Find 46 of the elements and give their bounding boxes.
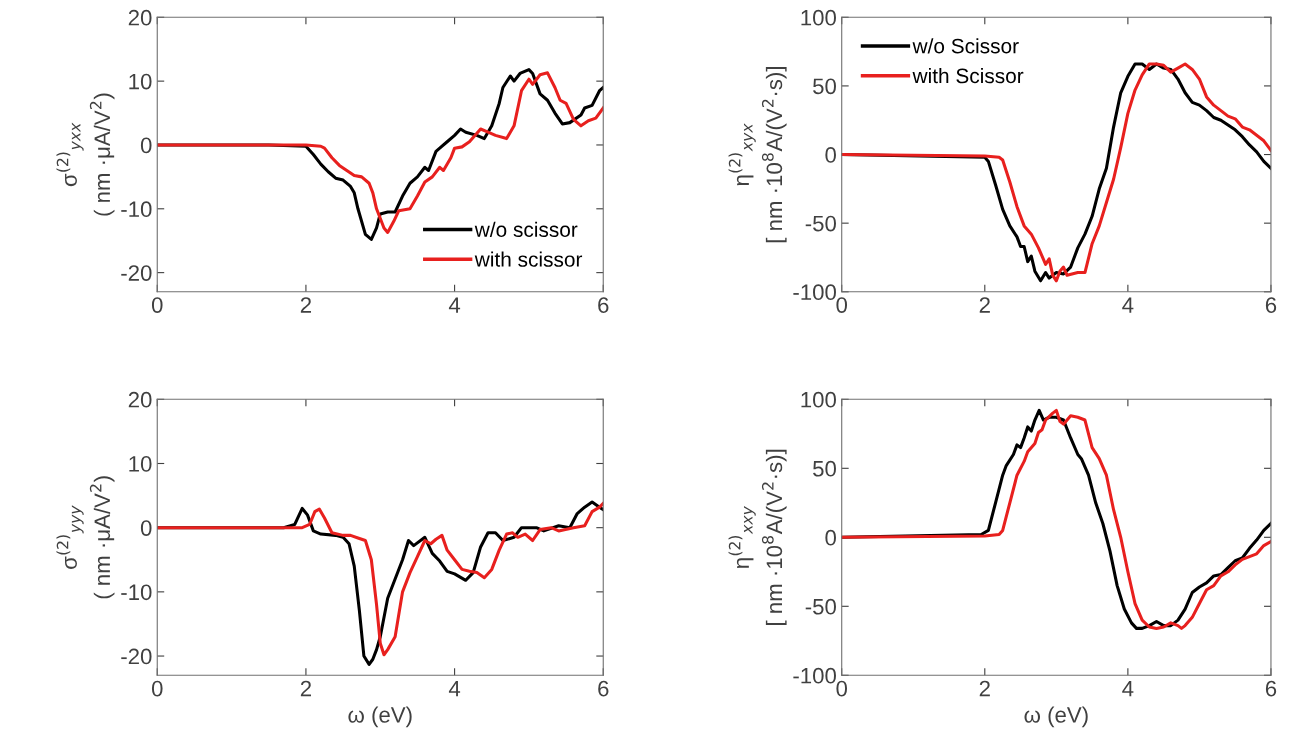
y-tick-label: 10 [129,73,152,90]
legend-label: w/o Scissor [912,38,1019,54]
x-tick-label: 2 [979,680,990,697]
y-tick-label: -50 [805,215,836,232]
y-axis-title: σ$^{(2)}$$_{yyy}$ ( nm ·μA/V$^{2}$) [56,476,115,599]
x-tick-label: 0 [151,680,163,697]
x-tick-label: 2 [300,680,311,697]
x-tick-label: 6 [598,297,609,313]
y-tick-label: -20 [121,265,152,281]
y-tick-label: -20 [121,648,152,665]
y-tick-label: 100 [801,9,836,26]
x-tick-label: 0 [836,297,848,313]
y-tick-label: 20 [128,9,152,26]
x-tick-label: 0 [151,297,163,313]
y-tick-label: -100 [793,667,836,684]
y-tick-label: 10 [129,456,152,472]
y-tick-label: -10 [121,584,152,601]
x-tick-label: 6 [1265,680,1277,697]
legend-label: with scissor [474,251,583,267]
y-axis-title: σ$^{(2)}$$_{yxx}$ ( nm ·μA/V$^{2}$) [56,93,115,216]
x-tick-label: 6 [598,680,609,697]
x-tick-label: 0 [836,680,848,697]
y-axis-title: η$^{(2)}$$_{xyx}$ [ nm ·10$^{8}$A/(V$^{2}$·s)] [728,67,787,243]
y-tick-label: 0 [140,137,152,154]
x-axis-title: ω (eV) [1024,706,1088,728]
y-tick-label: -100 [793,284,836,301]
y-tick-label: 100 [801,391,836,408]
x-tick-label: 4 [448,297,461,313]
y-tick-label: 0 [140,520,152,536]
legend-label: with Scissor [912,67,1024,84]
y-tick-label: 20 [128,391,152,408]
x-tick-label: 4 [1122,680,1134,697]
x-tick-label: 4 [1122,297,1134,313]
x-axis-title: ω (eV) [348,706,412,728]
x-tick-label: 2 [300,297,311,313]
y-tick-label: 50 [813,78,836,95]
x-tick-label: 4 [448,680,461,697]
y-axis-title: η$^{(2)}$$_{xxy}$ [ nm ·10$^{8}$A/(V$^{2}$·s)] [728,449,787,625]
y-tick-label: -50 [805,598,836,615]
y-tick-label: 50 [813,460,836,477]
x-tick-label: 6 [1265,297,1277,313]
x-tick-label: 2 [979,297,990,313]
y-tick-label: 0 [825,147,836,163]
y-tick-label: 0 [825,529,836,546]
y-tick-label: -10 [121,201,152,218]
legend-label: w/o scissor [474,221,578,237]
